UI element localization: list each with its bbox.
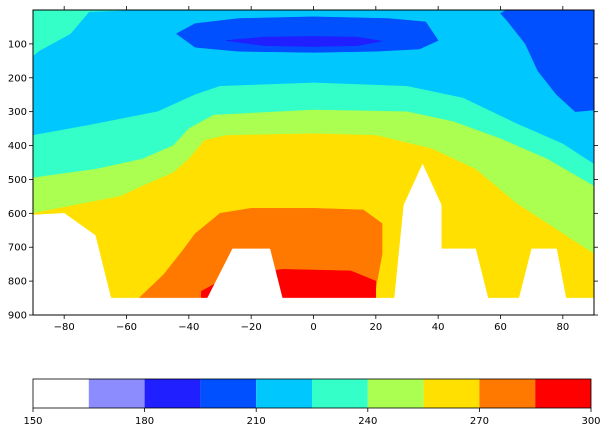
contour-band-195-210 (175, 16, 439, 53)
x-tick-label: −60 (116, 322, 137, 333)
colorbar-tick-label: 240 (358, 416, 377, 427)
y-tick-label: 200 (8, 73, 27, 84)
x-tick-label: 20 (369, 322, 382, 333)
x-tick-label: 40 (432, 322, 445, 333)
plot-area (33, 10, 594, 315)
x-tick-label: −20 (241, 322, 262, 333)
colorbar-segment (88, 379, 145, 408)
colorbar-tick-label: 180 (135, 416, 154, 427)
y-tick-label: 400 (8, 141, 27, 152)
contour-masked-bottom-strip (33, 297, 594, 315)
colorbar: 150 180 210 240 270 300 (23, 378, 601, 427)
colorbar-frame (32, 378, 592, 409)
colorbar-segment (256, 379, 312, 408)
x-axis: −80 −60 −40 −20 0 20 40 60 80 (54, 6, 569, 333)
x-tick-label: 0 (310, 322, 316, 333)
y-tick-label: 900 (8, 311, 27, 322)
x-tick-label: 80 (556, 322, 569, 333)
x-tick-label: −80 (54, 322, 75, 333)
x-tick-label: 60 (494, 322, 507, 333)
y-tick-label: 500 (8, 175, 27, 186)
colorbar-tick-label: 300 (581, 416, 600, 427)
colorbar-segment (312, 379, 368, 408)
contour-band-225-240-top-left (33, 10, 133, 57)
y-tick-label: 300 (8, 107, 27, 118)
colorbar-segment (33, 379, 89, 408)
y-tick-label: 800 (8, 277, 27, 288)
contour-band-195-210-top-right (500, 10, 594, 112)
colorbar-segment (367, 379, 424, 408)
contour-band-180-195 (226, 36, 383, 47)
colorbar-tick-label: 150 (23, 416, 42, 427)
y-tick-label: 100 (8, 39, 27, 50)
colorbar-segment (200, 379, 257, 408)
colorbar-segment (423, 379, 480, 408)
colorbar-segment (144, 379, 201, 408)
colorbar-segment (535, 379, 591, 408)
y-tick-label: 600 (8, 209, 27, 220)
contour-masked-left-terrain (33, 213, 112, 315)
y-axis: 100 200 300 400 500 600 700 800 900 (8, 39, 598, 322)
colorbar-tick-label: 210 (247, 416, 266, 427)
colorbar-tick-label: 270 (470, 416, 489, 427)
x-tick-label: −40 (178, 322, 199, 333)
colorbar-segment (479, 379, 536, 408)
y-tick-label: 700 (8, 243, 27, 254)
